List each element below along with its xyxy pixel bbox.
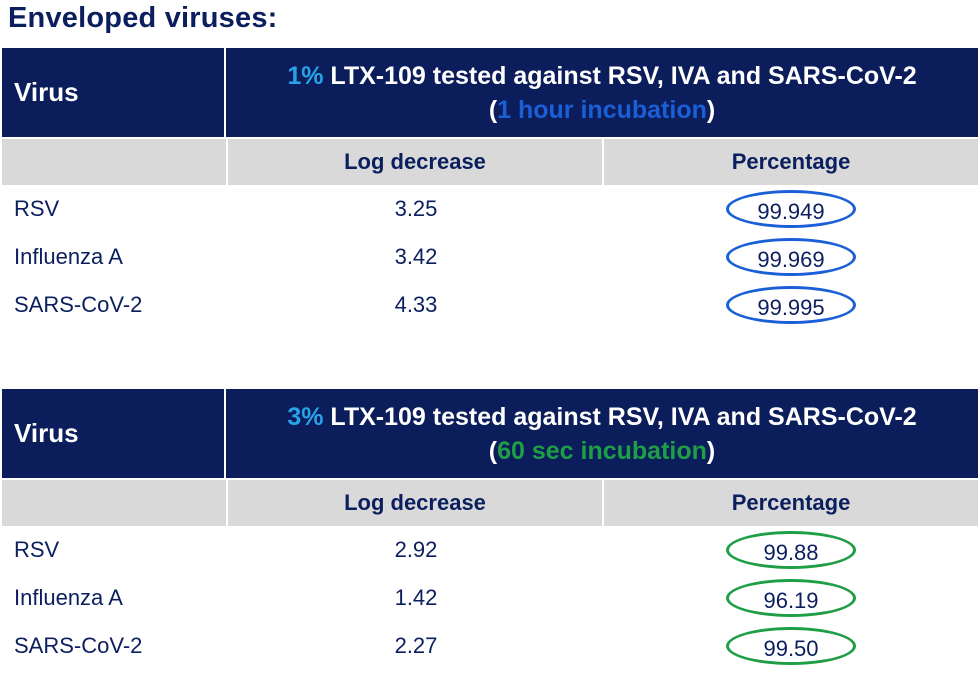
percentage-value: 99.995 [726, 286, 856, 324]
virus-name: RSV [14, 537, 60, 562]
log-decrease-value: 1.42 [394, 585, 438, 610]
paren-close: ) [706, 436, 716, 465]
virus-name: SARS-CoV-2 [14, 633, 143, 658]
table-row: Influenza A 3.42 99.969 [2, 233, 978, 281]
percentage-value: 99.50 [726, 627, 856, 665]
table-row: SARS-CoV-2 4.33 99.995 [2, 281, 978, 329]
virus-name: SARS-CoV-2 [14, 292, 143, 317]
log-decrease-value: 2.92 [394, 537, 438, 562]
log-decrease-value: 3.25 [394, 196, 438, 221]
table-row: SARS-CoV-2 2.27 99.50 [2, 622, 978, 670]
virus-name: RSV [14, 196, 60, 221]
percentage-value: 99.969 [726, 238, 856, 276]
paren-close: ) [706, 95, 716, 124]
page-title: Enveloped viruses: [8, 2, 278, 34]
table-title: 3% LTX-109 tested against RSV, IVA and S… [226, 389, 978, 478]
table-title-line-1: 3% LTX-109 tested against RSV, IVA and S… [287, 400, 916, 434]
percentage-header: Percentage [731, 490, 851, 515]
paren-open: ( [488, 436, 498, 465]
virus-name: Influenza A [14, 585, 123, 610]
log-decrease-header: Log decrease [228, 480, 604, 526]
results-table-1: Virus 1% LTX-109 tested against RSV, IVA… [2, 48, 978, 329]
table-header-row: Virus 1% LTX-109 tested against RSV, IVA… [2, 48, 978, 137]
results-table-2: Virus 3% LTX-109 tested against RSV, IVA… [2, 389, 978, 670]
log-decrease-value: 2.27 [394, 633, 438, 658]
percentage-header: Percentage [731, 149, 851, 174]
percentage-value: 99.88 [726, 531, 856, 569]
paren-open: ( [488, 95, 498, 124]
table-row: Influenza A 1.42 96.19 [2, 574, 978, 622]
table-row: RSV 3.25 99.949 [2, 185, 978, 233]
virus-name: Influenza A [14, 244, 123, 269]
table-title-line-2: (60 sec incubation) [489, 434, 715, 468]
table-title-text: LTX-109 tested against RSV, IVA and SARS… [323, 402, 917, 431]
table-header-row: Virus 3% LTX-109 tested against RSV, IVA… [2, 389, 978, 478]
table-title-line-2: (1 hour incubation) [489, 93, 715, 127]
concentration-label: 1% [287, 61, 324, 90]
concentration-label: 3% [287, 402, 324, 431]
incubation-label: 60 sec incubation [497, 436, 707, 465]
log-decrease-header: Log decrease [228, 139, 604, 185]
table-title: 1% LTX-109 tested against RSV, IVA and S… [226, 48, 978, 137]
virus-column-header: Virus [2, 389, 226, 478]
log-decrease-value: 3.42 [394, 244, 438, 269]
incubation-label: 1 hour incubation [497, 95, 707, 124]
table-title-line-1: 1% LTX-109 tested against RSV, IVA and S… [287, 59, 916, 93]
percentage-value: 99.949 [726, 190, 856, 228]
percentage-value: 96.19 [726, 579, 856, 617]
virus-column-header: Virus [2, 48, 226, 137]
log-decrease-value: 4.33 [394, 292, 438, 317]
column-header-row: Log decrease Percentage [2, 137, 978, 185]
table-row: RSV 2.92 99.88 [2, 526, 978, 574]
column-header-row: Log decrease Percentage [2, 478, 978, 526]
blank-header-cell [2, 139, 228, 185]
blank-header-cell [2, 480, 228, 526]
table-title-text: LTX-109 tested against RSV, IVA and SARS… [323, 61, 917, 90]
